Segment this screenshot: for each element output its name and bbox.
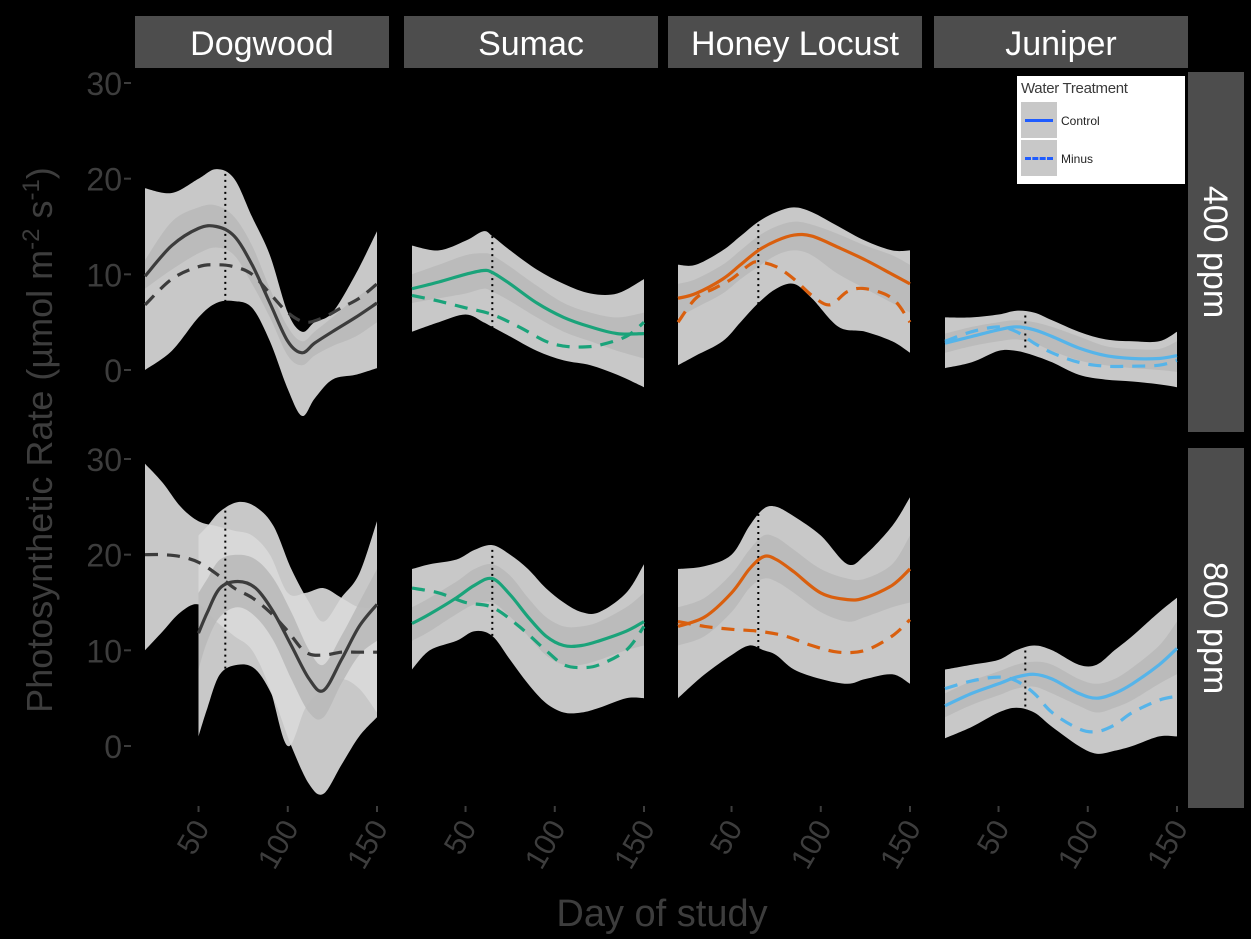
facet-strip-row-bg xyxy=(1188,448,1244,808)
y-axis-title-exp2: -1 xyxy=(18,179,45,200)
panel-honey-locust-400-ppm xyxy=(676,207,912,366)
y-axis-title-end: ) xyxy=(19,167,60,179)
series-line-minus xyxy=(676,260,912,324)
ribbon-inner-control xyxy=(945,621,1177,718)
panel-dogwood-400-ppm xyxy=(143,169,379,417)
x-axis-title: Day of study xyxy=(556,893,767,935)
series-line-minus xyxy=(411,586,646,670)
legend-key-control xyxy=(1021,102,1057,138)
ribbon-outer-control xyxy=(678,497,910,699)
series-line-control xyxy=(677,554,912,628)
legend-swatch-dashed xyxy=(1025,157,1053,160)
series-line-control xyxy=(677,232,911,300)
series-line-minus xyxy=(677,618,912,655)
series-line-control xyxy=(944,325,1178,361)
legend-title: Water Treatment xyxy=(1021,80,1128,97)
facet-strip-label: Honey Locust xyxy=(691,25,899,63)
y-tick-label: 10 xyxy=(86,257,122,293)
facet-strip-bg xyxy=(135,16,389,68)
facet-strip-dogwood: Dogwood xyxy=(135,16,389,68)
facet-strip-row-800-ppm: 800 ppm xyxy=(1188,448,1244,808)
legend-swatch-solid xyxy=(1025,119,1053,122)
ribbon-inner-control xyxy=(678,221,910,318)
series-line-minus xyxy=(944,675,1178,734)
y-axis-title-exp1: -2 xyxy=(18,229,45,250)
facet-strips: Dogwood Sumac Honey Locust Juniper 400 ppm 80… xyxy=(135,16,1244,808)
y-axis-title-main: Photosynthetic Rate (µmol m xyxy=(19,250,60,713)
y-tick-label: 30 xyxy=(86,442,122,478)
facet-strip-row-label: 800 ppm xyxy=(1196,562,1234,694)
panel-dogwood-800-ppm xyxy=(144,463,379,795)
series-line-control xyxy=(411,576,645,649)
facet-strip-bg xyxy=(934,16,1188,68)
y-tick-label: 30 xyxy=(86,66,122,102)
y-tick-label: 10 xyxy=(86,633,122,669)
panels-layer xyxy=(143,169,1179,795)
series-line-control xyxy=(944,647,1179,708)
facet-strip-label: Dogwood xyxy=(190,25,334,63)
y-tick-label: 0 xyxy=(104,729,122,765)
panel-honey-locust-800-ppm xyxy=(677,497,912,699)
y-tick-label: 0 xyxy=(104,353,122,389)
panel-juniper-800-ppm xyxy=(944,597,1179,754)
facet-strip-juniper: Juniper xyxy=(934,16,1188,68)
series-line-minus xyxy=(143,263,379,324)
facet-strip-row-label: 400 ppm xyxy=(1196,186,1234,318)
facet-strip-sumac: Sumac xyxy=(404,16,658,68)
y-tick-label: 20 xyxy=(86,162,122,198)
y-tick-label: 20 xyxy=(86,538,122,574)
facet-strip-label: Juniper xyxy=(1005,25,1117,63)
facet-strip-bg xyxy=(668,16,922,68)
ribbon-inner-control xyxy=(678,534,910,646)
facet-strip-row-400-ppm: 400 ppm xyxy=(1188,72,1244,432)
series-line-control xyxy=(411,268,645,336)
series-line-minus xyxy=(944,325,1178,369)
ribbon-inner-control xyxy=(412,253,644,359)
legend-label-minus: Minus xyxy=(1061,152,1094,166)
panel-sumac-800-ppm xyxy=(411,544,646,714)
series-line-control xyxy=(143,224,378,355)
legend-label-control: Control xyxy=(1061,114,1100,128)
legend-key-minus xyxy=(1021,140,1057,176)
series-line-control xyxy=(197,579,379,693)
facet-strip-bg xyxy=(404,16,658,68)
panel-sumac-400-ppm xyxy=(411,231,646,388)
facet-strip-honey-locust: Honey Locust xyxy=(668,16,922,68)
facet-strip-row-bg xyxy=(1188,72,1244,432)
y-axis-title: Photosynthetic Rate (µmol m-2 s-1) xyxy=(18,167,61,713)
facet-strip-label: Sumac xyxy=(478,25,584,63)
panel-juniper-400-ppm xyxy=(944,310,1178,388)
series-line-minus xyxy=(411,293,646,349)
series-line-minus xyxy=(144,552,377,657)
legend: Water Treatment Control Minus xyxy=(1017,76,1185,184)
y-axis-title-mid: s xyxy=(19,201,60,229)
